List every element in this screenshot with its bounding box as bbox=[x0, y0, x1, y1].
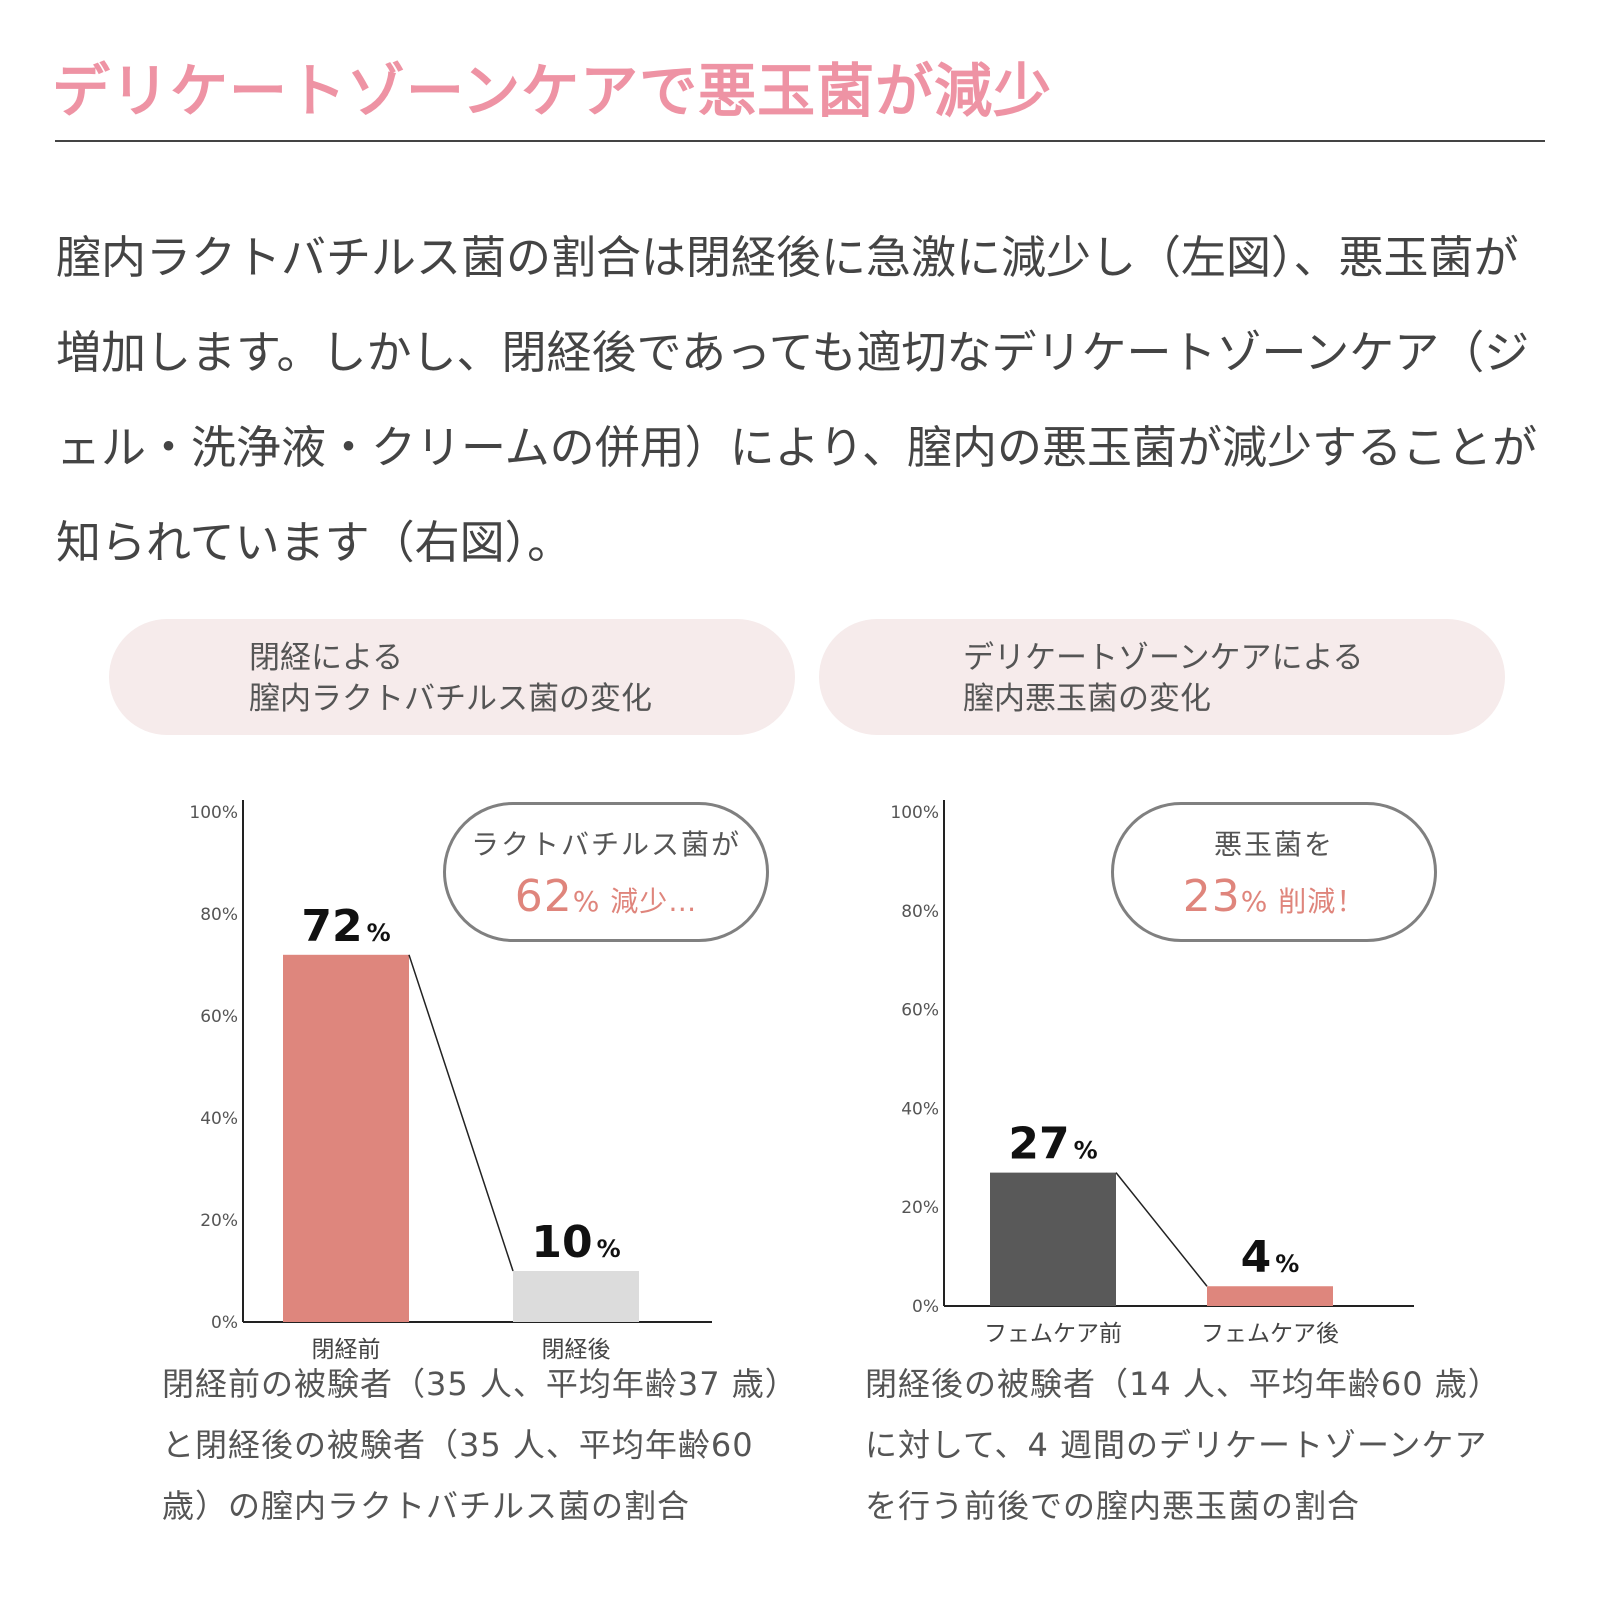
right-chart-bar bbox=[1207, 1286, 1333, 1306]
left-chart-value-label: 10% bbox=[531, 1217, 620, 1268]
right-header-line1: デリケートゾーンケアによる bbox=[963, 640, 1364, 676]
right-chart-y-tick-label: 80% bbox=[901, 902, 939, 922]
right-chart-y-tick-label: 100% bbox=[890, 803, 939, 823]
left-chart-y-tick-label: 80% bbox=[200, 905, 238, 925]
right-callout-text: 悪玉菌を bbox=[1213, 828, 1334, 861]
left-chart-y-tick-label: 0% bbox=[211, 1313, 238, 1333]
left-chart-header: 閉経による 膣内ラクトバチルス菌の変化 bbox=[109, 619, 795, 735]
left-chart-y-tick-label: 40% bbox=[200, 1109, 238, 1129]
right-chart-bar bbox=[990, 1172, 1116, 1306]
left-chart-value-label: 72% bbox=[301, 901, 390, 952]
right-chart-y-tick-label: 0% bbox=[912, 1297, 939, 1317]
left-chart-bar bbox=[283, 954, 409, 1322]
left-chart-y-tick-label: 60% bbox=[200, 1007, 238, 1027]
left-chart-category-label: 閉経前 bbox=[312, 1337, 381, 1363]
left-header-line2: 膣内ラクトバチルス菌の変化 bbox=[249, 681, 652, 717]
left-callout-suffix: % 減少… bbox=[572, 885, 698, 918]
left-chart-caption: 閉経前の被験者（35 人、平均年齢37 歳）と閉経後の被験者（35 人、平均年齢… bbox=[162, 1365, 798, 1525]
right-chart-value-label: 27% bbox=[1008, 1119, 1097, 1170]
left-callout-text: ラクトバチルス菌が bbox=[470, 828, 741, 861]
left-chart-category-label: 閉経後 bbox=[542, 1337, 611, 1363]
left-chart-connector-line bbox=[408, 954, 514, 1272]
right-bar-chart: 0% 20% 40% 60% 80% 100% 27 % フェムケア前 4 % フェムケア後 bbox=[890, 800, 1414, 1347]
right-callout-value: 23% 削減！ bbox=[1114, 871, 1434, 922]
right-header-line2: 膣内悪玉菌の変化 bbox=[963, 681, 1211, 717]
left-bar-chart: 0% 20% 40% 60% 80% 100% 72 % 閉経前 10 % 閉経後 bbox=[189, 800, 712, 1363]
right-chart-value-label: 4% bbox=[1241, 1232, 1300, 1283]
left-header-line1: 閉経による bbox=[249, 640, 404, 676]
right-chart-header: デリケートゾーンケアによる 膣内悪玉菌の変化 bbox=[819, 619, 1505, 735]
right-callout: 悪玉菌を 23% 削減！ bbox=[1111, 802, 1437, 942]
left-callout: ラクトバチルス菌が 62% 減少… bbox=[443, 802, 769, 942]
right-chart-category-label: フェムケア後 bbox=[1201, 1321, 1339, 1347]
page-title: デリケートゾーンケアで悪玉菌が減少 bbox=[52, 57, 1053, 125]
intro-paragraph: 膣内ラクトバチルス菌の割合は閉経後に急激に減少し（左図）、悪玉菌が増加します。し… bbox=[56, 231, 1537, 569]
right-callout-suffix: % 削減！ bbox=[1240, 885, 1366, 918]
right-chart-category-label: フェムケア前 bbox=[984, 1321, 1122, 1347]
left-chart-bar bbox=[513, 1271, 639, 1322]
left-callout-number: 62 bbox=[514, 871, 573, 922]
right-chart-y-tick-label: 60% bbox=[901, 1001, 939, 1021]
right-chart-caption: 閉経後の被験者（14 人、平均年齢60 歳）に対して、4 週間のデリケートゾーン… bbox=[865, 1365, 1501, 1525]
right-chart-y-tick-label: 40% bbox=[901, 1099, 939, 1119]
left-callout-value: 62% 減少… bbox=[446, 871, 766, 922]
left-chart-y-tick-label: 100% bbox=[189, 803, 238, 823]
right-chart-y-tick-label: 20% bbox=[901, 1198, 939, 1218]
title-divider bbox=[55, 140, 1545, 142]
left-chart-y-tick-label: 20% bbox=[200, 1211, 238, 1231]
right-chart-connector-line bbox=[1115, 1172, 1208, 1287]
right-callout-number: 23 bbox=[1182, 871, 1241, 922]
